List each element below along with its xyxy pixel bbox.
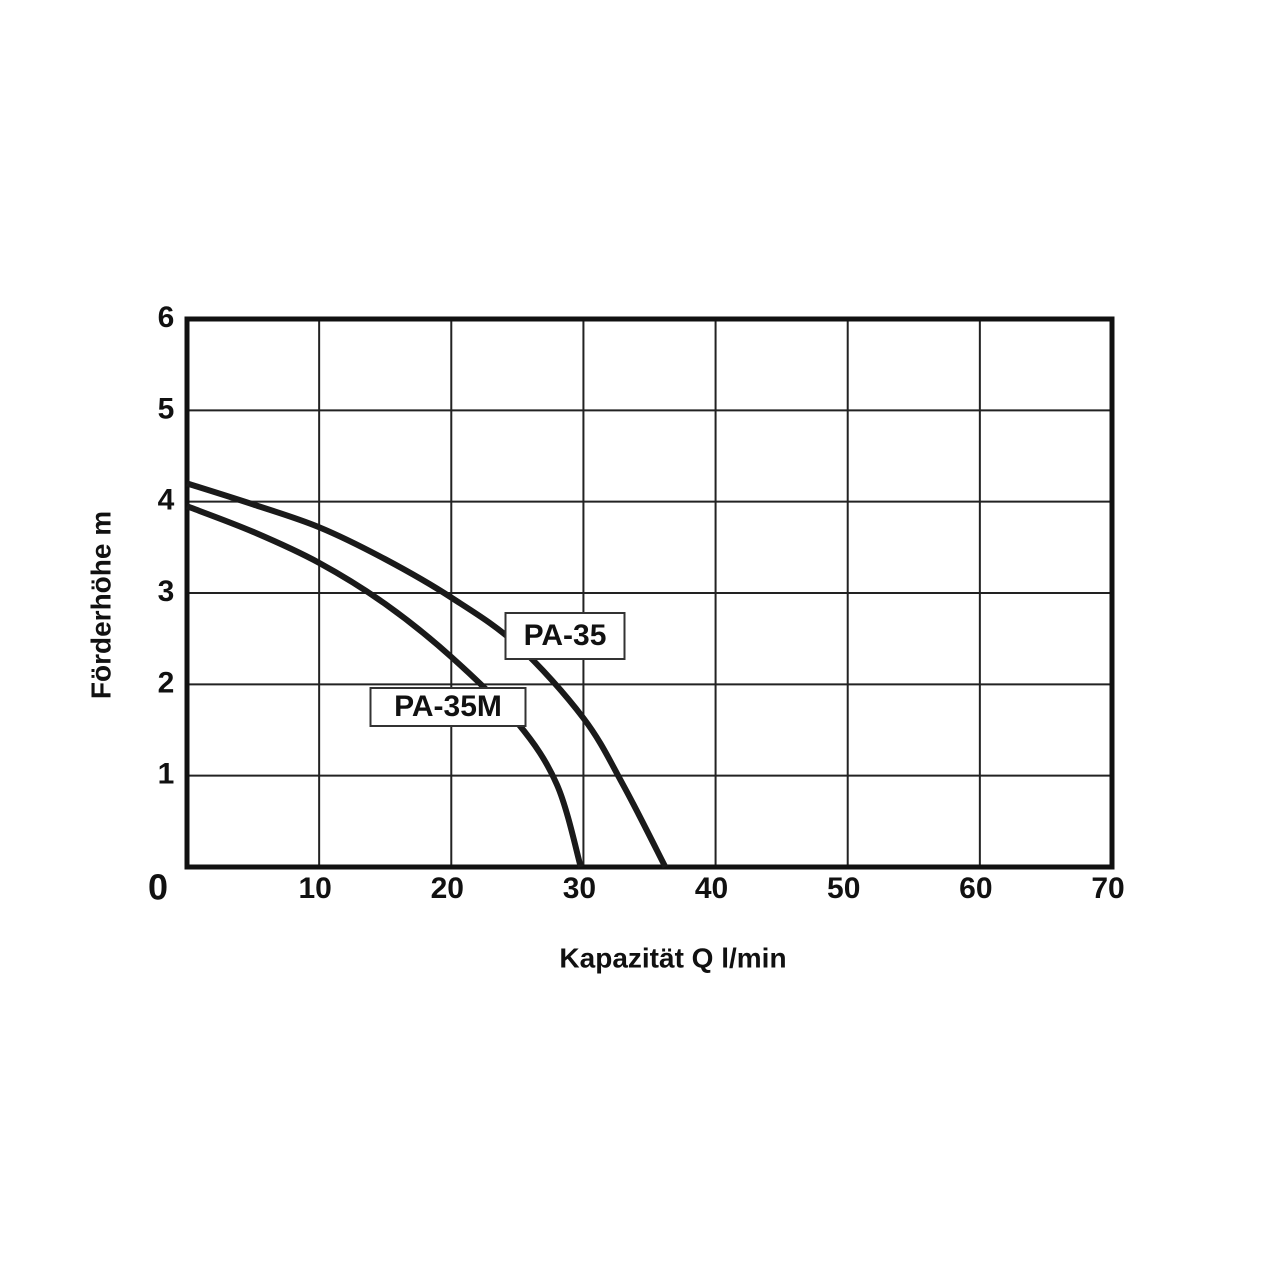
series-label: PA-35 [524,619,607,652]
plot-border [184,316,1115,870]
x-tick-label: 50 [827,872,860,905]
x-tick-label: 10 [298,872,331,905]
series-label-box [369,687,527,727]
y-tick-label: 5 [158,392,175,425]
x-axis-title: Kapazität Q l/min [559,942,786,973]
series-label-box [504,612,626,660]
series-label: PA-35M [394,690,502,723]
x-tick-label: 70 [1091,872,1124,905]
y-tick-label: 6 [158,301,175,334]
y-tick-label: 1 [158,758,175,791]
y-tick-label: 2 [158,666,175,699]
x-tick-label: 40 [695,872,728,905]
y-tick-label: 4 [158,484,175,517]
x-tick-label: 60 [959,872,992,905]
y-tick-label: 3 [158,575,175,608]
x-tick-label: 0 [148,867,168,908]
series-line [186,480,669,869]
series-line [185,503,584,868]
x-tick-label: 30 [563,872,596,905]
x-tick-label: 20 [431,872,464,905]
y-axis-title: Förderhöhe m [85,511,116,699]
